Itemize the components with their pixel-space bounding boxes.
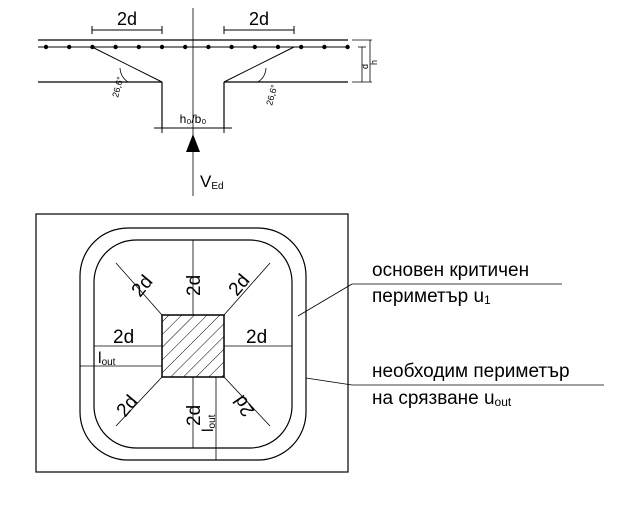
- rebar-dot: [67, 44, 72, 50]
- rebar-dot: [159, 44, 165, 50]
- shear-cone-left: [91, 46, 163, 83]
- dim-2d-left-label: 2d: [117, 9, 137, 29]
- column-dim-label: h₀/b₀: [180, 112, 207, 126]
- plan-2d-top: 2d: [184, 275, 205, 296]
- plan-2d-bottom-left: 2d: [113, 392, 143, 422]
- radial-bottom-left: [115, 376, 163, 427]
- force-label: VEd: [200, 172, 224, 192]
- rebar-dot: [43, 44, 49, 50]
- angle-arc-left: [119, 67, 129, 83]
- slab-outline: [35, 213, 349, 473]
- angle-label-right: 26,6°: [264, 83, 279, 106]
- dim-thickness: d h: [352, 39, 379, 83]
- rebar-dot: [183, 44, 188, 50]
- rebar-dot: [206, 44, 211, 50]
- leader-uout: [305, 377, 353, 386]
- plan-2d-left: 2d: [113, 327, 134, 348]
- plan-2d-top-right: 2d: [225, 271, 255, 301]
- rebar-dot: [113, 44, 118, 50]
- rebar-dots: [43, 44, 350, 50]
- dim-column-width: h₀/b₀: [154, 112, 232, 133]
- plan-2d-top-left: 2d: [128, 272, 158, 302]
- rebar-dot: [345, 44, 350, 50]
- plan-2d-bottom-right: 2d: [230, 391, 259, 420]
- slab-section: 2d 2d 26,6° 26,6° d h h₀/b₀: [38, 8, 379, 196]
- dim-2d-right-label: 2d: [249, 9, 269, 29]
- legend: основен критичен периметър u1 необходим …: [372, 260, 570, 409]
- leader-u1: [297, 283, 353, 317]
- legend-u1-line1: основен критичен: [372, 260, 529, 281]
- legend-uout-line2: на срязване uout: [372, 388, 512, 409]
- plan-view: 2d 2d 2d 2d 2d 2d 2d 2d lout lout: [35, 213, 604, 473]
- rebar-dot: [275, 44, 281, 50]
- plan-2d-right: 2d: [246, 327, 267, 348]
- lout-label-vertical: lout: [200, 414, 218, 432]
- rebar-dot: [229, 44, 234, 50]
- shear-cone-right: [223, 46, 295, 83]
- radial-top-right: [223, 262, 271, 316]
- rebar-dot: [252, 44, 257, 50]
- rebar-dot: [322, 44, 327, 50]
- dim-d-label: d: [360, 64, 370, 69]
- column-square: [161, 314, 225, 378]
- rebar-dot: [136, 44, 141, 50]
- force-arrow: VEd: [186, 134, 224, 192]
- dim-h-label: h: [369, 60, 379, 65]
- dim-2d-right: 2d: [223, 9, 295, 34]
- perimeter-uout-outer: [79, 227, 307, 461]
- legend-u1-line2: периметър u1: [372, 286, 491, 307]
- radial-top-left: [115, 262, 163, 316]
- plan-2d-bottom: 2d: [184, 405, 205, 426]
- rebar-dot: [299, 44, 304, 50]
- angle-arc-right: [257, 67, 267, 83]
- dim-2d-left: 2d: [91, 9, 163, 34]
- legend-uout-line1: необходим периметър: [372, 361, 570, 382]
- angle-label-left: 26,6°: [110, 75, 125, 98]
- radial-bottom-right: [223, 376, 271, 427]
- lout-label-horizontal: lout: [98, 350, 116, 368]
